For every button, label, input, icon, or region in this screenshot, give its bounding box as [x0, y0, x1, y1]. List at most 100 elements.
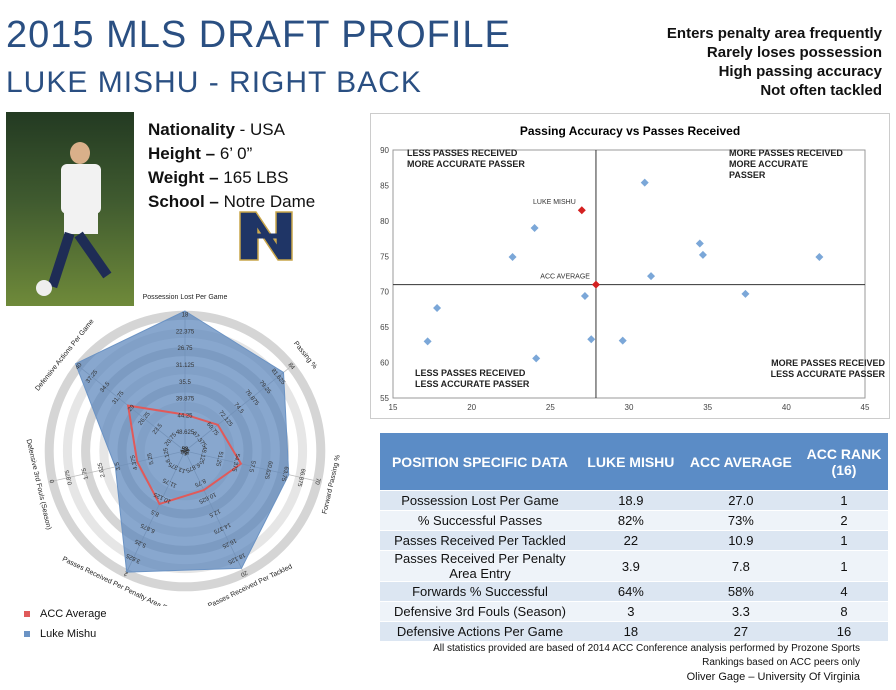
table-cell: Defensive 3rd Fouls (Season): [380, 601, 580, 622]
table-cell: 4: [800, 581, 888, 602]
x-tick-label: 45: [861, 403, 870, 412]
table-header: ACC RANK (16): [800, 433, 888, 491]
radar-tick-label: 0.875: [65, 469, 74, 486]
scatter-chart: Passing Accuracy vs Passes Received 15 20 2…: [370, 113, 890, 419]
data-point: [695, 239, 704, 248]
radar-tick-label: 31.125: [176, 363, 195, 369]
radar-tick-label: 5.25: [134, 537, 148, 548]
y-tick-label: 70: [380, 288, 389, 297]
radar-series-acc-average: [126, 404, 243, 506]
height-row: Height – 6’ 0”: [148, 144, 253, 163]
quadrant-label: MORE ACCURATE PASSER: [407, 159, 525, 169]
table-cell: 3: [580, 601, 682, 622]
x-tick-label: 20: [467, 403, 476, 412]
legend-acc-average: ACC Average: [24, 604, 106, 624]
height-value: 6’ 0”: [219, 144, 253, 163]
weight-value: 165 LBS: [223, 168, 289, 187]
data-point: [532, 354, 541, 363]
radar-tick-label: 54.375: [230, 453, 240, 473]
data-point: [580, 291, 589, 300]
table-cell: 22: [580, 530, 682, 551]
quadrant-label: MORE PASSES RECEIVED: [771, 358, 885, 368]
quadrant-label: LESS PASSES RECEIVED: [415, 368, 526, 378]
radar-tick-label: 39.875: [176, 397, 195, 403]
quadrant-label: MORE PASSES RECEIVED: [729, 148, 843, 158]
table-cell: % Successful Passes: [380, 510, 580, 531]
data-point: [433, 304, 442, 313]
table-row: Passes Received Per Penalty Area Entry 3.…: [380, 550, 888, 582]
table-cell: 3.9: [580, 550, 682, 582]
x-tick-label: 15: [389, 403, 398, 412]
player-info: Nationality - USA Height – 6’ 0” Weight …: [148, 118, 315, 214]
radar-tick-label: 6.125: [163, 446, 172, 463]
data-point: [530, 223, 539, 232]
table-cell: 82%: [580, 510, 682, 531]
radar-tick-label: 70: [313, 477, 320, 485]
table-header: LUKE MISHU: [580, 433, 682, 491]
table-cell: Passes Received Per Tackled: [380, 530, 580, 551]
radar-tick-label: 57.5: [247, 460, 256, 473]
footer: All statistics provided are based of 201…: [433, 642, 860, 684]
table-cell: 27: [681, 621, 800, 641]
data-point: [423, 337, 432, 346]
trait: High passing accuracy: [718, 63, 882, 80]
acc-average-point: [591, 280, 600, 289]
data-point: [618, 336, 627, 345]
table-cell: 10.9: [681, 530, 800, 551]
table-cell: Forwards % Successful: [380, 581, 580, 602]
radar-tick-label: 51.25: [214, 451, 223, 468]
quadrant-label: LESS PASSES RECEIVED: [407, 148, 518, 158]
school-value: Notre Dame: [223, 192, 316, 211]
data-point: [741, 289, 750, 298]
radar-tick-label: 35.5: [179, 380, 191, 386]
plot-area: [392, 149, 866, 399]
radar-tick-label: 60.625: [263, 460, 273, 480]
quadrant-label: PASSER: [729, 170, 766, 180]
radar-tick-label: 20: [239, 569, 248, 578]
radar-tick-label: 18: [182, 313, 189, 319]
table-header: POSITION SPECIFIC DATA: [380, 433, 580, 491]
radar-chart: 18 22.375 26.75 31.125 35.5 39.875 44.25 48.625…: [25, 294, 342, 606]
table-cell: 58%: [681, 581, 800, 602]
player-photo: [6, 112, 134, 306]
table-cell: 1: [800, 530, 888, 551]
school-row: School – Notre Dame: [148, 192, 316, 211]
radar-tick-label: 48.625: [176, 430, 195, 436]
radar-tick-label: 5.25: [147, 452, 156, 465]
x-tick-label: 25: [546, 403, 555, 412]
table-header: ACC AVERAGE: [681, 433, 800, 491]
chart-title: Passing Accuracy vs Passes Received: [520, 124, 740, 138]
radar-tick-label: 18: [180, 445, 189, 454]
x-tick-label: 30: [625, 403, 634, 412]
table-cell: 3.3: [681, 601, 800, 622]
table-cell: 18: [580, 621, 682, 641]
table-cell: 2: [800, 510, 888, 531]
radar-tick-label: 0: [50, 478, 57, 483]
radar-legend: ACC Average Luke Mishu: [24, 604, 106, 644]
data-point: [698, 250, 707, 259]
table-cell: 27.0: [681, 490, 800, 511]
radar-axis-label: Possession Lost Per Game: [143, 294, 228, 301]
trait: Not often tackled: [760, 82, 882, 99]
y-tick-label: 65: [380, 323, 389, 332]
data-point: [508, 252, 517, 261]
table-cell: 8: [800, 601, 888, 622]
table-cell: Possession Lost Per Game: [380, 490, 580, 511]
radar-tick-label: 29: [127, 403, 136, 412]
y-tick-label: 60: [380, 359, 389, 368]
table-row: Possession Lost Per Game 18.9 27.0 1: [380, 490, 888, 511]
table-row: Forwards % Successful 64% 58% 4: [380, 581, 888, 602]
radar-tick-label: 8.75: [193, 477, 207, 488]
radar-tick-label: 5: [182, 448, 188, 455]
y-tick-label: 85: [380, 181, 389, 190]
page-subtitle: LUKE MISHU - RIGHT BACK: [6, 66, 422, 99]
footer-author: Oliver Gage – University Of Virginia: [686, 671, 860, 683]
player-traits: Enters penalty area frequently Rarely lo…: [667, 24, 882, 100]
radar-tick-label: 2: [123, 569, 129, 576]
radar-tick-label: 3.5: [115, 461, 123, 471]
footer-note: All statistics provided are based of 201…: [433, 643, 860, 654]
acc-average-label: ACC AVERAGE: [540, 274, 590, 281]
table-row: Passes Received Per Tackled 22 10.9 1: [380, 530, 888, 551]
mishu-label: LUKE MISHU: [533, 199, 576, 206]
radar-tick-label: 44.25: [177, 413, 193, 419]
